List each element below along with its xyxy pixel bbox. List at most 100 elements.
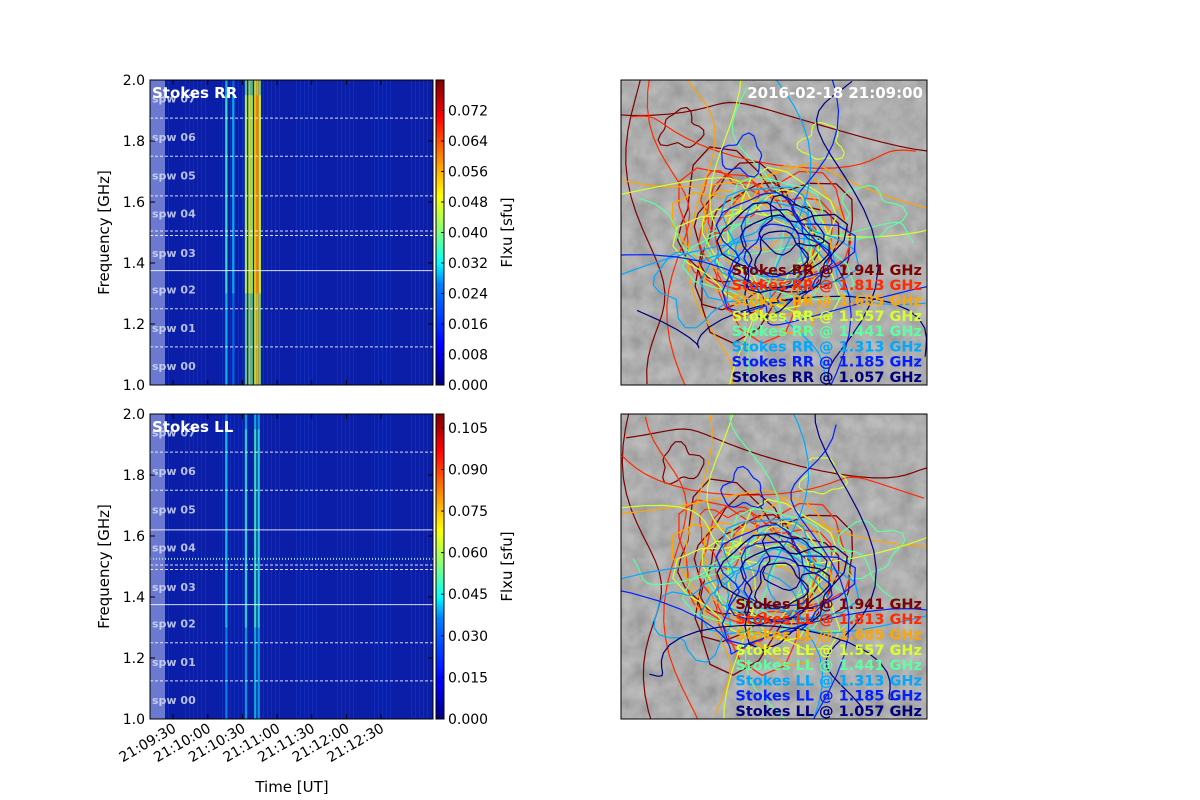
background-streak <box>271 80 272 385</box>
background-streak <box>423 414 424 719</box>
spw-label: spw 06 <box>152 465 196 478</box>
colorbar-label: Flxu [sfu] <box>498 197 516 267</box>
background-streak <box>267 80 268 385</box>
background-streak <box>382 80 383 385</box>
plot-frame <box>149 79 434 386</box>
legend-entry: Stokes RR @ 1.941 GHz <box>732 263 922 279</box>
contour-line <box>657 106 705 148</box>
spw-label: spw 06 <box>152 131 196 144</box>
background-streak <box>242 80 243 385</box>
background-streak <box>353 414 354 719</box>
burst-band-core <box>225 429 228 628</box>
burst-band-core <box>225 95 228 294</box>
background-streak <box>234 414 235 719</box>
y-tick-label: 1.8 <box>123 134 145 150</box>
colorbar-label: Flxu [sfu] <box>498 531 516 601</box>
burst-band <box>232 80 235 385</box>
burst-band-core <box>257 429 260 628</box>
contour-line <box>652 251 738 329</box>
colorbar-tick-label: 0.105 <box>448 421 488 437</box>
contour-line <box>672 498 841 651</box>
contour-line <box>626 428 927 479</box>
colorbar-tick-label: 0.016 <box>448 317 488 333</box>
background-streak <box>205 414 206 719</box>
contour-line <box>754 230 809 276</box>
contour-line <box>662 440 705 485</box>
background-streak <box>341 80 342 385</box>
contour-line <box>729 543 810 620</box>
background-streak <box>419 414 420 719</box>
legend-entry: Stokes LL @ 1.813 GHz <box>735 612 922 628</box>
map-frame <box>620 79 928 386</box>
contour-lines <box>621 80 927 385</box>
contour-line <box>621 254 927 326</box>
legend-entry: Stokes LL @ 1.057 GHz <box>735 704 922 720</box>
map-frame <box>620 413 928 720</box>
contour-line <box>761 532 828 592</box>
legend-entry: Stokes RR @ 1.313 GHz <box>732 339 922 355</box>
contour-line <box>649 624 900 701</box>
background-streak <box>189 414 190 719</box>
spw-label: spw 03 <box>152 247 196 260</box>
contour-line <box>621 489 927 547</box>
burst-bands <box>225 414 260 719</box>
contour-line <box>686 80 734 385</box>
background-streak <box>275 414 276 719</box>
background-streak <box>349 414 350 719</box>
contour-line <box>769 80 826 376</box>
contour-line <box>798 457 849 495</box>
burst-band-core <box>248 95 251 294</box>
contour-line <box>699 508 760 571</box>
map-texture <box>621 80 927 385</box>
y-tick-label: 1.2 <box>123 317 145 333</box>
background-streaks <box>168 80 428 385</box>
background-streak <box>271 414 272 719</box>
burst-band-core <box>258 95 261 294</box>
burst-band <box>225 414 228 719</box>
legend-entry: Stokes RR @ 1.057 GHz <box>732 370 922 386</box>
contour-line <box>754 562 809 608</box>
legend-entry: Stokes LL @ 1.685 GHz <box>735 628 922 644</box>
contour-line <box>672 166 841 319</box>
contour-line <box>743 555 809 610</box>
contour-line <box>709 80 759 385</box>
background-streak <box>415 414 416 719</box>
legend-entry: Stokes RR @ 1.557 GHz <box>732 309 922 325</box>
background-streak <box>201 80 202 385</box>
y-axis-title: Frequency [GHz] <box>95 170 113 295</box>
contour-line <box>837 519 906 580</box>
burst-bands <box>225 80 261 385</box>
colorbar-tick-label: 0.008 <box>448 348 488 364</box>
spw-label: spw 07 <box>152 426 196 439</box>
contour-line <box>701 520 829 642</box>
background-streak <box>300 414 301 719</box>
contour-line <box>713 532 831 624</box>
background-streak <box>222 414 223 719</box>
legend-entry: Stokes RR @ 1.185 GHz <box>732 355 922 371</box>
background-streak <box>296 414 297 719</box>
spectrogram-background <box>150 80 433 385</box>
background-streak <box>345 414 346 719</box>
burst-band-core <box>244 429 248 628</box>
spw-label: spw 00 <box>152 360 196 373</box>
background-streak <box>378 80 379 385</box>
background-streak <box>201 414 202 719</box>
colorbar-tick-label: 0.032 <box>448 256 488 272</box>
background-streak <box>411 414 412 719</box>
background-streak <box>205 80 206 385</box>
background-streak <box>386 80 387 385</box>
contour-line <box>729 211 810 288</box>
colorbar-tick-label: 0.048 <box>448 195 488 211</box>
background-streak <box>193 414 194 719</box>
background-streak <box>415 80 416 385</box>
spw-label: spw 07 <box>152 92 196 105</box>
colorbar-gradient <box>435 413 445 720</box>
contour-line <box>713 200 831 292</box>
contour-line <box>814 414 877 708</box>
background-streak <box>234 80 235 385</box>
contour-line <box>720 132 763 178</box>
background-streak <box>316 80 317 385</box>
contour-line <box>739 214 830 294</box>
